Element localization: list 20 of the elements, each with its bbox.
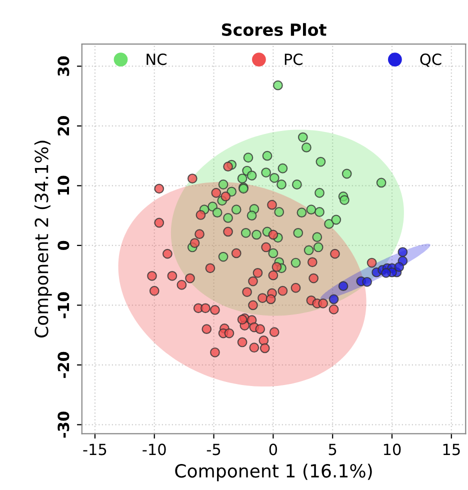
legend-label: QC [420, 54, 442, 67]
x-tick-label: 5 [328, 444, 336, 456]
legend-label: NC [146, 54, 166, 66]
x-tick-label: -15 [83, 444, 106, 456]
x-tick-label: 0 [269, 444, 278, 456]
y-tick-label: -10 [58, 292, 70, 318]
x-tick-label: -5 [206, 444, 220, 456]
y-tick-label: 30 [58, 56, 70, 76]
y-tick-label: 0 [58, 240, 70, 250]
x-tick-label: -10 [142, 444, 166, 456]
x-tick-label: 10 [384, 444, 401, 456]
y-tick-label: -20 [58, 352, 70, 378]
y-axis-title: Component 2 (34.1%) [34, 140, 52, 338]
y-tick-label: 20 [58, 116, 70, 136]
chart-title: Scores Plot [222, 23, 326, 36]
legend-label: PC [284, 54, 302, 66]
y-tick-label: -30 [58, 412, 70, 438]
x-tick-label: 15 [443, 444, 460, 456]
y-tick-label: 10 [58, 176, 70, 195]
x-axis-title: Component 1 (16.1%) [175, 464, 372, 482]
